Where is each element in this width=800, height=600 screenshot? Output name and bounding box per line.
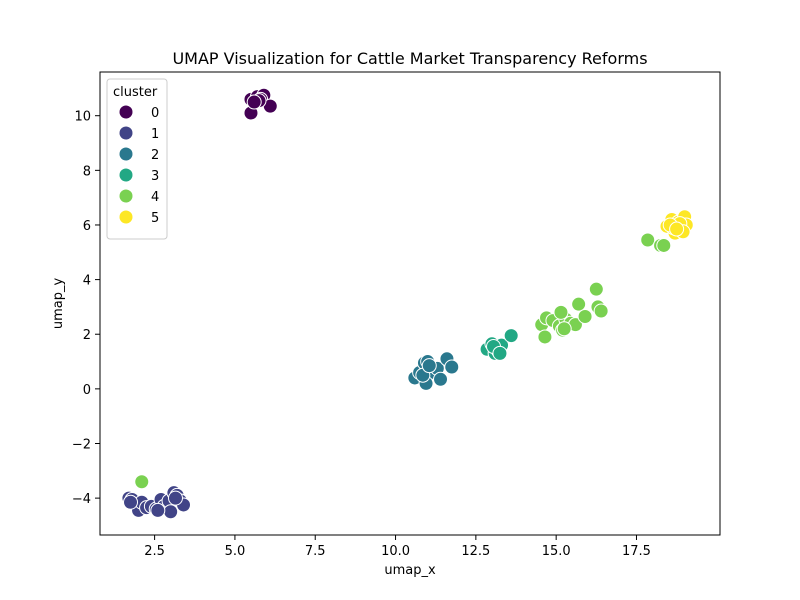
data-point: [577, 308, 593, 324]
legend-marker: [119, 147, 133, 161]
series-cluster-3: [479, 328, 519, 361]
data-point: [167, 490, 183, 506]
data-point: [503, 328, 519, 344]
plot-frame: [99, 71, 721, 536]
data-point: [134, 474, 150, 490]
data-point: [163, 504, 179, 520]
data-point: [433, 371, 449, 387]
legend-marker: [119, 189, 133, 203]
y-tick-label: 8: [83, 164, 91, 179]
y-tick-label: −2: [72, 437, 91, 452]
x-tick-label: 2.5: [144, 544, 165, 559]
data-point: [640, 232, 656, 248]
x-axis: 2.5 5.0 7.5 10.0 12.5 15.0 17.5: [144, 535, 651, 559]
series-cluster-2: [407, 351, 460, 391]
chart-title: UMAP Visualization for Cattle Market Tra…: [172, 49, 647, 68]
legend-label: 5: [151, 211, 159, 226]
data-point: [553, 304, 569, 320]
legend-label: 4: [151, 190, 159, 205]
x-tick-label: 17.5: [622, 544, 651, 559]
x-tick-label: 5.0: [225, 544, 246, 559]
legend-label: 3: [151, 169, 159, 184]
data-point: [556, 321, 572, 337]
series-cluster-5: [659, 209, 694, 241]
y-axis: −4 −2 0 2 4 6 8 10: [72, 110, 100, 507]
x-axis-label: umap_x: [384, 563, 436, 578]
plot-area: [121, 87, 694, 520]
legend-label: 2: [151, 148, 159, 163]
data-point: [246, 94, 262, 110]
y-axis-label: umap_y: [51, 278, 66, 330]
data-point: [421, 358, 437, 374]
data-point: [571, 296, 587, 312]
series-cluster-0: [243, 87, 278, 121]
x-tick-label: 7.5: [305, 544, 326, 559]
y-tick-label: −4: [72, 492, 91, 507]
legend: cluster 0 1 2 3 4 5: [106, 78, 168, 240]
data-point: [492, 345, 508, 361]
data-point: [588, 281, 604, 297]
x-tick-label: 15.0: [542, 544, 571, 559]
legend-title: cluster: [113, 85, 158, 100]
y-tick-label: 10: [74, 110, 91, 125]
y-tick-label: 2: [83, 328, 91, 343]
data-point: [593, 303, 609, 319]
data-point: [150, 502, 166, 518]
legend-label: 0: [151, 106, 159, 121]
data-point: [537, 329, 553, 345]
legend-label: 1: [151, 127, 159, 142]
legend-marker: [119, 210, 133, 224]
legend-marker: [119, 126, 133, 140]
series-cluster-1: [121, 485, 192, 520]
data-point: [656, 237, 672, 253]
y-tick-label: 6: [83, 219, 91, 234]
y-tick-label: 4: [83, 274, 91, 289]
legend-marker: [119, 105, 133, 119]
legend-marker: [119, 168, 133, 182]
data-point: [444, 359, 460, 375]
y-tick-label: 0: [83, 383, 91, 398]
x-tick-label: 12.5: [461, 544, 490, 559]
series-cluster-4: [134, 232, 672, 490]
data-point: [123, 494, 139, 510]
data-point: [669, 221, 685, 237]
x-tick-label: 10.0: [381, 544, 410, 559]
